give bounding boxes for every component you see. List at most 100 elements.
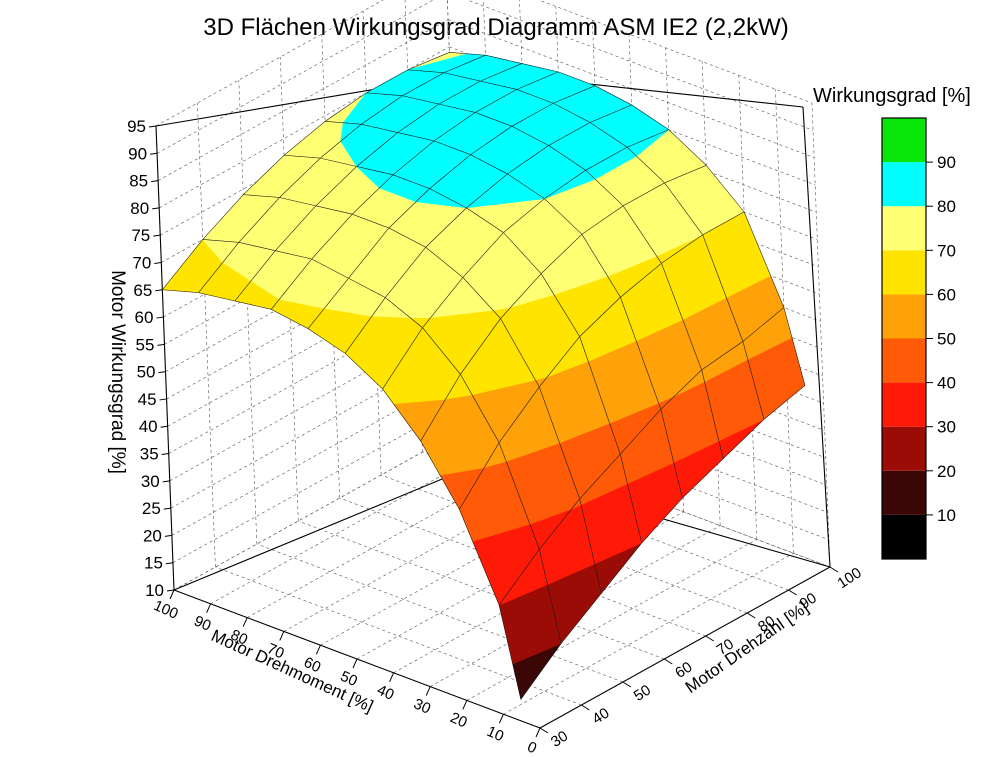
grid-line xyxy=(430,525,721,687)
x-tick xyxy=(352,658,358,669)
y-tick-label: 80 xyxy=(755,613,778,636)
grid-line xyxy=(156,0,434,154)
colorbar-label: Wirkungsgrad [%] xyxy=(813,85,971,107)
surface-cell xyxy=(538,336,621,500)
colorbar-segment xyxy=(882,426,926,471)
z-axis-label: Motor Wirkungsgrad [%] xyxy=(107,270,128,474)
x-tick xyxy=(315,644,321,655)
surface-cell xyxy=(234,250,313,310)
z-tick-label: 95 xyxy=(127,117,146,136)
grid-line xyxy=(462,401,830,540)
z-tick-label: 40 xyxy=(139,417,158,436)
z-tick xyxy=(159,398,167,401)
axis-line xyxy=(539,566,831,729)
grid-line xyxy=(256,543,623,683)
axis-ticks: 9590858075706560555045403530252015101009… xyxy=(127,117,865,757)
grid-line xyxy=(701,61,721,526)
z-tick xyxy=(148,125,157,128)
colorbar-segment xyxy=(882,118,926,163)
surface-mesh xyxy=(498,548,562,700)
axis-line xyxy=(173,464,477,591)
chart-title: 3D Flächen Wirkungsgrad Diagramm ASM IE2… xyxy=(203,14,789,41)
z-tick xyxy=(166,589,175,592)
x-tick xyxy=(389,672,395,683)
colorbar-tick-label: 50 xyxy=(937,330,956,349)
grid-line xyxy=(738,75,758,540)
y-tick-label: 30 xyxy=(548,728,571,751)
axis-line xyxy=(155,125,175,591)
y-tick xyxy=(664,658,673,665)
grid-line xyxy=(537,0,813,104)
colorbar-segment xyxy=(882,250,926,295)
grid-line xyxy=(775,89,794,554)
grid-line xyxy=(279,56,299,522)
grid-line xyxy=(157,19,449,181)
z-tick xyxy=(154,261,162,264)
grid-line xyxy=(404,0,423,453)
surface-cell xyxy=(538,498,602,645)
x-tick xyxy=(535,727,541,738)
z-tick-label: 45 xyxy=(138,390,157,409)
grid-line xyxy=(298,520,665,660)
x-tick xyxy=(279,631,285,641)
surface-cell xyxy=(498,548,562,700)
axis-line xyxy=(802,106,831,568)
x-tick xyxy=(462,700,468,710)
grid-line xyxy=(339,497,706,637)
grid-line xyxy=(466,0,814,131)
surface-cell xyxy=(742,307,806,420)
z-tick xyxy=(158,371,166,374)
colorbar-tick-label: 90 xyxy=(937,153,956,172)
y-tick-label: 60 xyxy=(672,659,695,682)
z-tick-label: 35 xyxy=(140,445,159,464)
z-tick xyxy=(155,289,163,292)
y-tick xyxy=(622,681,632,688)
colorbar-tick-label: 80 xyxy=(937,197,956,216)
colorbar-tick-label: 70 xyxy=(937,241,956,260)
z-tick-label: 25 xyxy=(142,499,161,518)
grid-line xyxy=(450,73,817,213)
colorbar: 90 80 70 60 50 40 30 20 10 xyxy=(881,117,956,560)
grid-line xyxy=(447,0,465,430)
z-tick xyxy=(165,562,174,565)
z-tick-label: 30 xyxy=(141,472,160,491)
z-tick-label: 15 xyxy=(144,554,163,573)
x-tick-label: 50 xyxy=(338,668,360,690)
y-tick xyxy=(788,589,797,596)
z-tick-label: 85 xyxy=(129,172,148,191)
grid-line xyxy=(503,552,794,715)
surface-cell xyxy=(620,262,703,410)
surface-cell xyxy=(459,441,540,606)
x-tick-label: 60 xyxy=(301,654,323,676)
x-tick-label: 80 xyxy=(228,626,250,648)
grid-line xyxy=(463,428,831,568)
grid-line xyxy=(449,46,816,186)
colorbar-tick-label: 60 xyxy=(937,285,956,304)
y-tick xyxy=(539,727,549,734)
efficiency-surface xyxy=(161,52,806,700)
grid-line xyxy=(362,10,382,476)
x-tick-label: 70 xyxy=(265,640,287,662)
y-tick xyxy=(746,612,756,619)
z-tick-label: 20 xyxy=(143,526,162,545)
y-tick xyxy=(581,704,590,711)
x-tick-label: 30 xyxy=(411,695,433,717)
grid-line xyxy=(215,566,582,706)
y-tick xyxy=(705,635,714,642)
x-tick xyxy=(498,713,504,724)
colorbar-segment xyxy=(882,382,926,427)
grid-line xyxy=(461,374,828,513)
colorbar-tick-label: 20 xyxy=(937,462,956,481)
z-tick-label: 55 xyxy=(136,335,155,354)
y-tick-label: 70 xyxy=(714,636,737,659)
z-tick xyxy=(160,425,168,428)
surface-cell xyxy=(579,296,662,455)
z-tick-label: 75 xyxy=(131,226,150,245)
z-tick xyxy=(149,152,158,155)
grid-line xyxy=(665,47,684,512)
x-tick xyxy=(425,686,431,696)
colorbar-tick-label: 40 xyxy=(937,374,956,393)
x-tick-label: 0 xyxy=(525,738,540,757)
surface-cell xyxy=(420,373,500,510)
